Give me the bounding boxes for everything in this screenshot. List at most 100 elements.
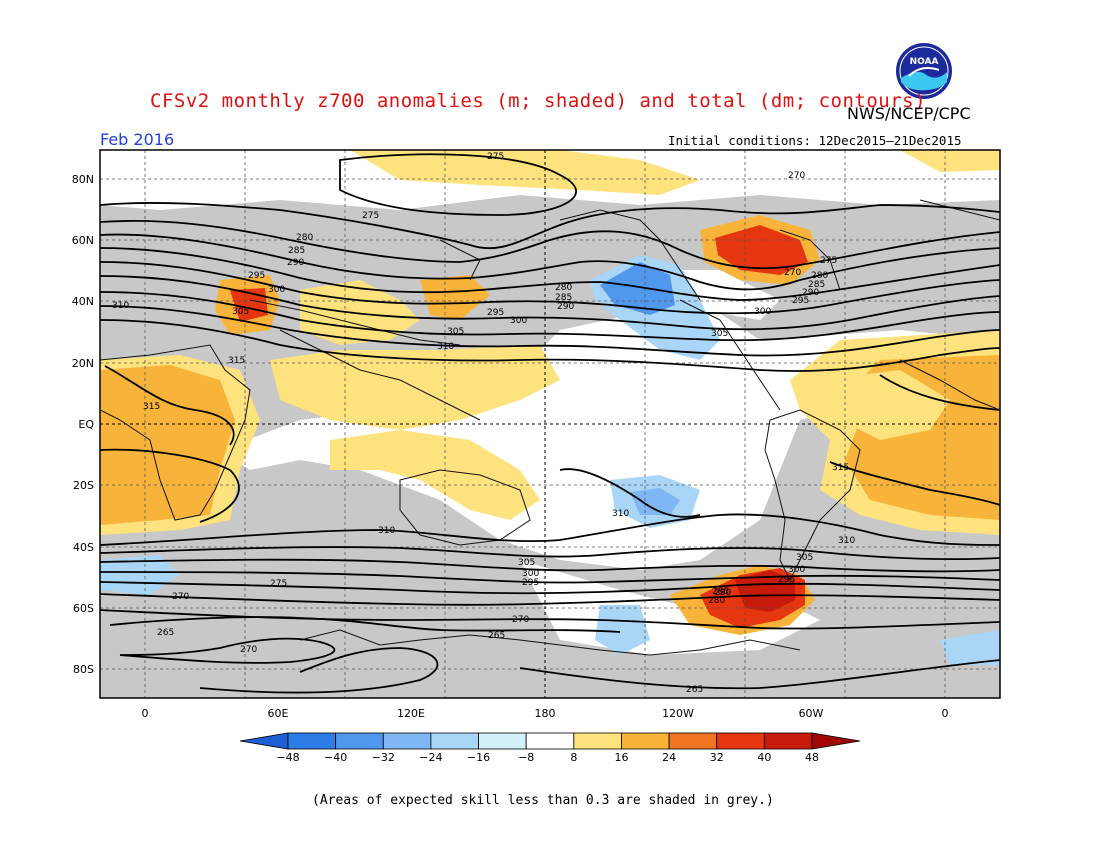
height-contours — [100, 153, 1000, 694]
longitude-axis: 0 60E 120E 180 120W 60W 0 — [142, 707, 949, 720]
contour-label: 290 — [287, 258, 304, 268]
colorbar-tick-label: −16 — [467, 751, 490, 764]
contour-label: 310 — [378, 526, 395, 536]
contour-label: 275 — [362, 211, 379, 221]
colorbar-segment — [478, 732, 527, 750]
skill-footnote: (Areas of expected skill less than 0.3 a… — [312, 793, 774, 808]
colorbar-tick-label: −8 — [518, 751, 534, 764]
contour-label: 290 — [802, 288, 819, 298]
chart-title: CFSv2 monthly z700 anomalies (m; shaded)… — [150, 90, 927, 112]
contour-label: 310 — [437, 342, 454, 352]
lon-label: 0 — [942, 707, 949, 720]
forecast-month: Feb 2016 — [100, 130, 175, 149]
colorbar-legend — [239, 732, 861, 750]
colorbar-segment — [763, 732, 813, 750]
colorbar-tick-label: 48 — [805, 751, 819, 764]
contour-label: 295 — [522, 578, 539, 588]
contour-label: 290 — [714, 588, 731, 598]
colorbar-tick-label: −32 — [372, 751, 395, 764]
colorbar-tick-label: 16 — [614, 751, 628, 764]
latitude-axis: 80N 60N 40N 20N EQ 20S 40S 60S 80S — [72, 173, 95, 676]
colorbar-tick-label: −48 — [276, 751, 299, 764]
lat-label: EQ — [78, 418, 94, 431]
contour-label: 265 — [157, 628, 174, 638]
colorbar-tick-label: 32 — [710, 751, 724, 764]
colorbar-tick-label: −24 — [419, 751, 442, 764]
logo-text: NOAA — [910, 57, 939, 67]
contour-label: 305 — [711, 329, 728, 339]
contour-label: 300 — [788, 565, 805, 575]
colorbar-tick-label: 24 — [662, 751, 676, 764]
contour-label: 285 — [808, 280, 825, 290]
colorbar-tick-label: −40 — [324, 751, 347, 764]
colorbar-segment — [573, 732, 622, 750]
contour-label: 295 — [778, 575, 795, 585]
contour-label: 305 — [447, 327, 464, 337]
contour-label: 280 — [708, 596, 725, 606]
contour-label: 300 — [754, 307, 771, 317]
lat-label: 20S — [73, 479, 94, 492]
lon-label: 180 — [535, 707, 556, 720]
contour-label: 310 — [612, 509, 629, 519]
agency-label: NWS/NCEP/CPC — [847, 104, 971, 123]
lon-label: 120W — [662, 707, 694, 720]
contour-label: 315 — [143, 402, 160, 412]
lat-label: 60N — [72, 234, 94, 247]
contour-label: 265 — [488, 631, 505, 641]
contour-label: 270 — [240, 645, 257, 655]
contour-label: 295 — [248, 271, 265, 281]
colorbar-segment — [430, 732, 479, 750]
lat-label: 20N — [72, 357, 94, 370]
lon-label: 0 — [142, 707, 149, 720]
lon-label: 60W — [799, 707, 824, 720]
colorbar-tick-label: 40 — [757, 751, 771, 764]
contour-label: 270 — [784, 268, 801, 278]
contour-label: 305 — [232, 307, 249, 317]
lat-label: 40S — [73, 541, 94, 554]
contour-label: 305 — [796, 553, 813, 563]
noaa-logo: NOAA — [896, 43, 952, 99]
contour-label: 295 — [792, 296, 809, 306]
colorbar-segment — [335, 732, 384, 750]
contour-label: 305 — [518, 558, 535, 568]
lat-label: 80S — [73, 663, 94, 676]
contour-label: 275 — [820, 256, 837, 266]
contour-label: 280 — [555, 283, 572, 293]
lat-label: 40N — [72, 295, 94, 308]
colorbar-segment — [668, 732, 718, 750]
contour-label: 275 — [487, 152, 504, 162]
contour-label: 275 — [270, 579, 287, 589]
colorbar-segment — [239, 732, 289, 750]
colorbar-tick-label: 8 — [570, 751, 577, 764]
coastlines — [100, 199, 1000, 656]
contour-label: 315 — [228, 356, 245, 366]
contour-label: 290 — [557, 302, 574, 312]
contour-label: 285 — [288, 246, 305, 256]
contour-label: 300 — [522, 569, 539, 579]
contour-labels: 275 270 275 280 285 290 295 300 305 310 … — [112, 152, 855, 695]
colorbar-ticks: −48 −40 −32 −24 −16 −8 8 16 24 32 40 48 — [276, 751, 819, 764]
map-frame — [99, 149, 1001, 699]
colorbar-segment — [382, 732, 432, 750]
contour-label: 280 — [811, 271, 828, 281]
contour-label: 265 — [686, 685, 703, 695]
colorbar-segment — [525, 732, 575, 750]
contour-label: 270 — [172, 592, 189, 602]
contour-label: 285 — [712, 587, 729, 597]
lon-label: 60E — [268, 707, 289, 720]
lat-label: 80N — [72, 173, 94, 186]
contour-label: 280 — [296, 233, 313, 243]
contour-label: 270 — [512, 615, 529, 625]
colorbar-segment — [621, 732, 670, 750]
contour-label: 300 — [268, 285, 285, 295]
contour-label: 285 — [555, 293, 572, 303]
contour-label: 310 — [112, 301, 129, 311]
initial-conditions: Initial conditions: 12Dec2015–21Dec2015 — [668, 133, 962, 148]
contour-label: 295 — [487, 308, 504, 318]
colorbar-segment — [716, 732, 765, 750]
contour-label: 300 — [510, 316, 527, 326]
contour-label: 310 — [838, 536, 855, 546]
lat-label: 60S — [73, 602, 94, 615]
colorbar-segment — [287, 732, 337, 750]
